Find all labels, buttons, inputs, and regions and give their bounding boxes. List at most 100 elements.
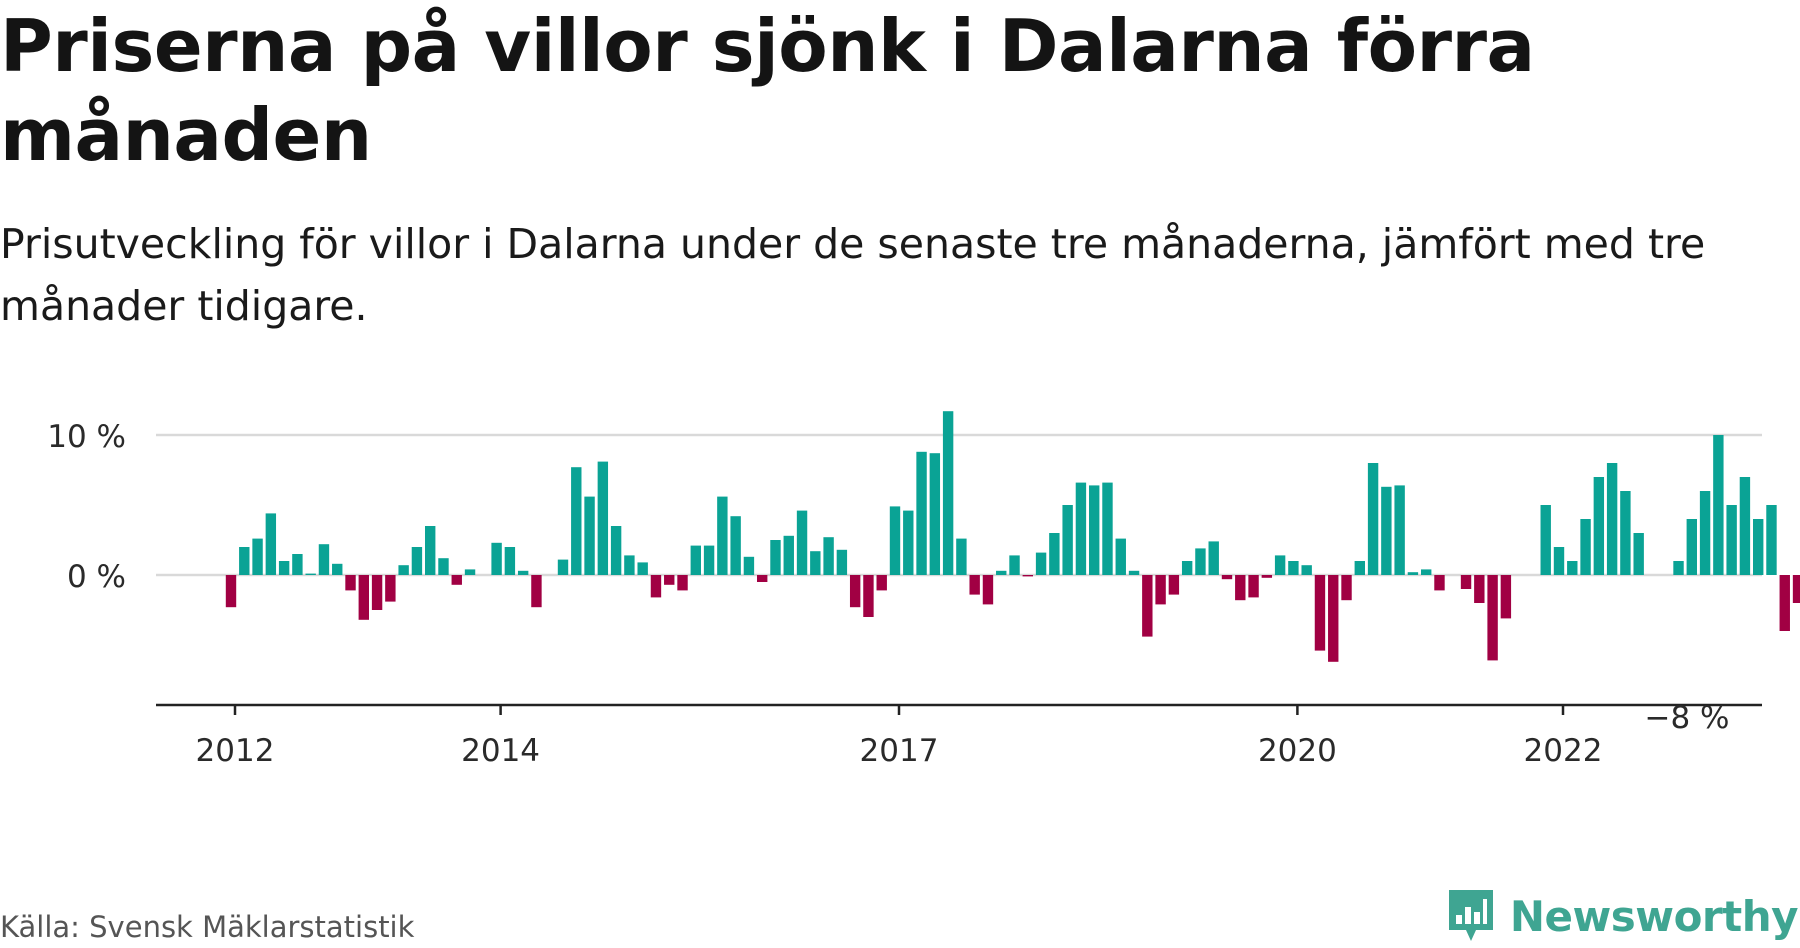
bar xyxy=(1102,482,1113,575)
bar xyxy=(1553,547,1565,575)
bar xyxy=(1766,505,1777,575)
bar xyxy=(863,575,874,617)
bar xyxy=(531,575,542,608)
bar xyxy=(1753,519,1764,575)
newsworthy-logo-icon xyxy=(1448,890,1493,941)
bar xyxy=(1726,505,1737,575)
bar xyxy=(1500,575,1512,619)
bar xyxy=(876,575,887,591)
bar xyxy=(305,573,316,575)
bar xyxy=(265,513,277,575)
x-tick-label: 2017 xyxy=(860,733,939,769)
bar xyxy=(1620,491,1631,575)
bar xyxy=(571,467,582,575)
bar xyxy=(664,575,675,585)
bar xyxy=(1487,575,1498,661)
bar xyxy=(1035,552,1047,575)
chart-subtitle: Prisutveckling för villor i Dalarna unde… xyxy=(0,220,1706,330)
bar xyxy=(557,559,569,575)
bar xyxy=(1434,575,1445,591)
bar xyxy=(1341,575,1352,601)
x-axis-ticks: 2012 2014 2017 2020 2022 xyxy=(196,705,1603,769)
bar xyxy=(969,575,980,595)
bar-chart: 10 % 0 % 2012 2014 2017 2020 2022 −8 % xyxy=(47,411,1800,769)
bar xyxy=(491,542,502,575)
bar xyxy=(956,538,967,575)
bar xyxy=(1407,572,1419,575)
bar xyxy=(597,461,609,575)
x-tick-label: 2022 xyxy=(1524,733,1603,769)
bar xyxy=(1633,533,1644,575)
bar xyxy=(252,538,263,575)
bar xyxy=(1115,538,1126,575)
bar xyxy=(385,575,396,602)
bar xyxy=(942,411,954,575)
bar xyxy=(929,453,941,575)
bar xyxy=(810,551,821,575)
bar xyxy=(438,558,449,575)
bar xyxy=(451,575,462,585)
bar xyxy=(757,575,768,582)
bar xyxy=(903,510,914,575)
bar xyxy=(1367,463,1379,575)
bar xyxy=(1739,477,1751,575)
last-value-label: −8 % xyxy=(1644,700,1729,736)
bar xyxy=(1699,491,1711,575)
bar xyxy=(464,569,476,575)
bar xyxy=(823,537,834,575)
bar xyxy=(1460,575,1472,589)
x-tick-label: 2012 xyxy=(196,733,275,769)
bar xyxy=(1421,569,1432,575)
bar xyxy=(517,570,529,575)
bar xyxy=(610,526,622,575)
bar xyxy=(1089,485,1100,575)
bar xyxy=(889,506,901,575)
bar xyxy=(916,451,927,575)
bar xyxy=(690,545,701,575)
bar xyxy=(504,547,516,575)
bar xyxy=(1328,575,1339,662)
bar xyxy=(1792,575,1800,603)
bar xyxy=(1567,561,1578,575)
bar xyxy=(278,561,290,575)
bar xyxy=(1381,486,1392,575)
bar xyxy=(1580,519,1591,575)
bar xyxy=(1062,505,1073,575)
bar xyxy=(1195,548,1206,575)
x-tick-label: 2014 xyxy=(461,733,540,769)
bar xyxy=(239,547,250,575)
x-tick-label: 2020 xyxy=(1258,733,1337,769)
bar xyxy=(398,565,409,575)
bar xyxy=(411,547,423,575)
bar xyxy=(1221,575,1233,580)
bar xyxy=(584,496,595,575)
bar xyxy=(1779,575,1790,631)
bar xyxy=(770,540,781,575)
bar xyxy=(1248,575,1259,598)
bar xyxy=(1394,485,1405,575)
bar xyxy=(1354,561,1365,575)
bar xyxy=(730,516,741,575)
bar xyxy=(703,545,715,575)
bar xyxy=(1540,505,1551,575)
bar xyxy=(783,535,794,575)
bar xyxy=(677,575,688,591)
bar xyxy=(743,556,755,575)
bar xyxy=(292,554,303,575)
bar xyxy=(1235,575,1246,601)
bar-series xyxy=(225,411,1800,662)
source-note: Källa: Svensk Mäklarstatistik xyxy=(0,910,415,944)
y-tick-label-0: 0 % xyxy=(67,559,126,595)
bar xyxy=(1181,561,1193,575)
bar xyxy=(1686,519,1697,575)
bar xyxy=(996,570,1007,575)
bar xyxy=(1474,575,1485,603)
bar xyxy=(1075,482,1087,575)
bar xyxy=(637,562,648,575)
bar xyxy=(371,575,383,610)
bar xyxy=(717,496,728,575)
bar xyxy=(849,575,861,608)
bar xyxy=(225,575,237,608)
y-tick-label-10: 10 % xyxy=(47,419,126,455)
bar xyxy=(358,575,369,620)
